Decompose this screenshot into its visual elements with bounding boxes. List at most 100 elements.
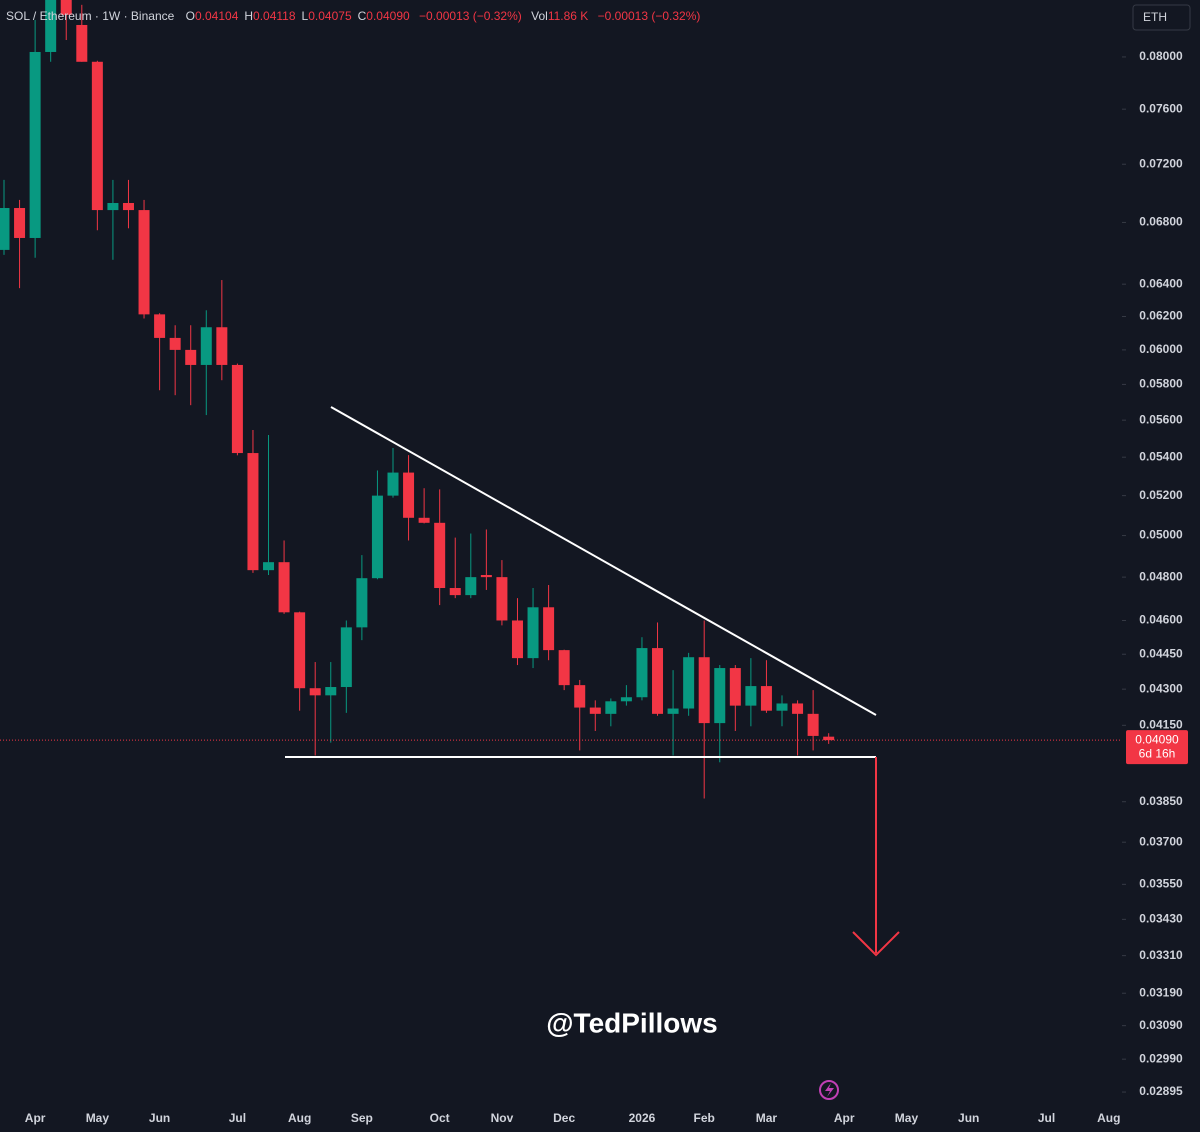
candle-body	[91, 61, 103, 211]
y-tick-label: 0.02990	[1139, 1051, 1183, 1065]
y-tick-label: 0.04450	[1139, 646, 1183, 660]
y-tick-label: 0.05200	[1139, 488, 1183, 502]
symbol: SOL / Ethereum · 1W · Binance	[6, 9, 175, 23]
vol-label: Vol	[531, 9, 548, 23]
candle-body	[231, 364, 243, 454]
x-tick-label: Sep	[351, 1111, 373, 1125]
icon[interactable]	[819, 1080, 839, 1100]
price-tag	[1126, 730, 1188, 765]
candle-body	[511, 620, 523, 659]
header: SOL / Ethereum · 1W · Binance O0.04104 H0…	[6, 9, 706, 23]
candle-body	[714, 668, 726, 724]
y-tick-label: 0.04300	[1139, 681, 1183, 695]
y-tick-label: 0.03850	[1139, 794, 1183, 808]
candle-body	[543, 607, 555, 651]
candle-body	[698, 657, 710, 724]
x-tick-label: May	[895, 1111, 919, 1125]
x-tick-label: Aug	[288, 1111, 311, 1125]
x-tick-label: Feb	[694, 1111, 715, 1125]
x-tick-label: Jul	[1038, 1111, 1055, 1125]
y-tick-label: 0.04800	[1139, 569, 1183, 583]
y-tick-label: 0.04600	[1139, 613, 1183, 627]
y-tick-label: 0.04150	[1139, 717, 1183, 731]
currency-button-label[interactable]: ETH	[1143, 10, 1167, 24]
y-tick-label: 0.05400	[1139, 449, 1183, 463]
candle-body	[263, 562, 275, 571]
candle-body	[138, 210, 150, 315]
ohlc: O0.04104 H0.04118 L0.04075 C0.04090	[186, 9, 416, 23]
price-tag-label: 0.04090	[1135, 732, 1179, 746]
x-tick-label: May	[86, 1111, 110, 1125]
ohlc-value: 0.04075	[308, 9, 352, 23]
candle-body	[0, 208, 10, 250]
candle-body	[620, 697, 632, 702]
candle-body	[667, 708, 679, 714]
y-tick-label: 0.07200	[1139, 156, 1183, 170]
candle-body	[776, 703, 788, 711]
arrow-head	[852, 931, 900, 957]
ohlc-label: C	[357, 9, 367, 23]
plot-area	[0, 0, 835, 799]
candle-body	[45, 0, 57, 52]
ohlc-label: H	[244, 9, 254, 23]
candle-body	[760, 686, 772, 711]
y-tick-label: 0.05800	[1139, 377, 1183, 391]
ohlc-value: 0.04118	[253, 9, 296, 23]
y-tick-label: 0.06200	[1139, 309, 1183, 323]
ohlc-label: O	[185, 9, 195, 23]
candle-body	[60, 0, 72, 15]
candle-body	[294, 612, 306, 689]
candle-body	[652, 648, 664, 714]
candle-body	[480, 575, 492, 578]
candle-body	[200, 327, 212, 365]
x-tick-label: Jun	[149, 1111, 170, 1125]
candle-body	[823, 736, 835, 741]
candle-body	[14, 208, 26, 238]
candle-body	[29, 51, 41, 238]
x-tick-label: Aug	[1097, 1111, 1120, 1125]
candle-body	[636, 648, 648, 698]
candle-body	[449, 588, 461, 596]
candle-body	[216, 327, 228, 365]
trend-line	[330, 406, 877, 716]
x-tick-label: Apr	[834, 1111, 855, 1125]
y-tick-label: 0.03430	[1139, 912, 1183, 926]
candle-body	[729, 668, 741, 706]
candle-body	[558, 650, 570, 686]
x-tick-label: Jun	[958, 1111, 979, 1125]
y-tick-label: 0.06400	[1139, 276, 1183, 290]
change: −0.00013 (−0.32%)	[419, 9, 522, 23]
candle-body	[278, 562, 290, 613]
y-tick-label: 0.05600	[1139, 412, 1183, 426]
candle-body	[574, 685, 586, 708]
candle-body	[745, 686, 757, 706]
y-tick-label: 0.06800	[1139, 215, 1183, 229]
x-tick-label: Jul	[229, 1111, 246, 1125]
candle-body	[496, 577, 508, 621]
candle-body	[371, 495, 383, 579]
ohlc-value: 0.04090	[366, 9, 410, 23]
candle-body	[122, 203, 134, 211]
watermark: @TedPillows	[546, 1007, 717, 1038]
x-tick-label: Mar	[756, 1111, 778, 1125]
y-tick-label: 0.03310	[1139, 948, 1183, 962]
y-tick-label: 0.03090	[1139, 1018, 1183, 1032]
x-tick-label: Dec	[553, 1111, 575, 1125]
candle-body	[340, 627, 352, 688]
candle-body	[527, 607, 539, 659]
candle-body	[792, 703, 804, 714]
candle-body	[154, 314, 166, 338]
candle-body	[309, 688, 321, 696]
candle-body	[107, 203, 119, 211]
y-tick-label: 0.03190	[1139, 985, 1183, 999]
x-tick-label: 2026	[629, 1111, 656, 1125]
candle-body	[683, 657, 695, 709]
candle-body	[807, 713, 819, 736]
y-tick-label: 0.07600	[1139, 101, 1183, 115]
x-tick-label: Oct	[430, 1111, 450, 1125]
y-tick-label: 0.06000	[1139, 342, 1183, 356]
currency-button[interactable]	[1132, 4, 1191, 31]
vol: 11.86 K	[547, 9, 589, 23]
